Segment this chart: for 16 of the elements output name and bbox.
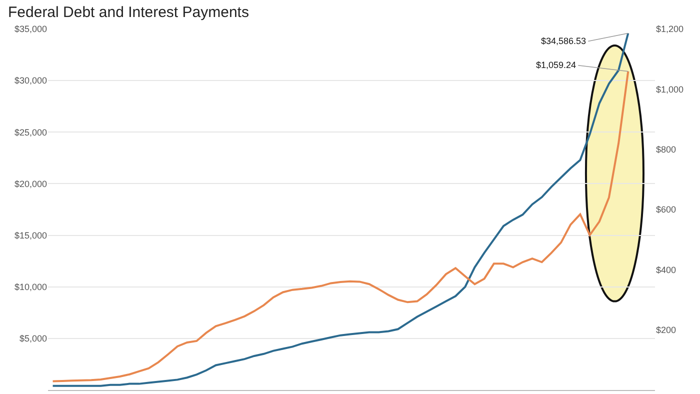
y-tick-label: $15,000 [14,230,47,240]
y2-tick-label: $1,000 [656,84,684,94]
data-label: $34,586.53 [541,36,586,46]
y-tick-label: $10,000 [14,282,47,292]
y-tick-label: $35,000 [14,24,47,34]
y2-tick-label: $400 [656,264,676,275]
y-tick-label: $5,000 [19,334,47,344]
data-label: $1,059.24 [536,60,576,70]
y2-tick-label: $600 [656,204,676,215]
y-tick-label: $25,000 [14,127,47,138]
chart-title: Federal Debt and Interest Payments [8,4,249,21]
y2-tick-label: $800 [656,144,676,154]
y-tick-label: $20,000 [14,178,47,189]
y2-tick-label: $200 [656,324,676,335]
y2-tick-label: $1,200 [656,24,684,34]
y-tick-label: $30,000 [14,76,47,86]
